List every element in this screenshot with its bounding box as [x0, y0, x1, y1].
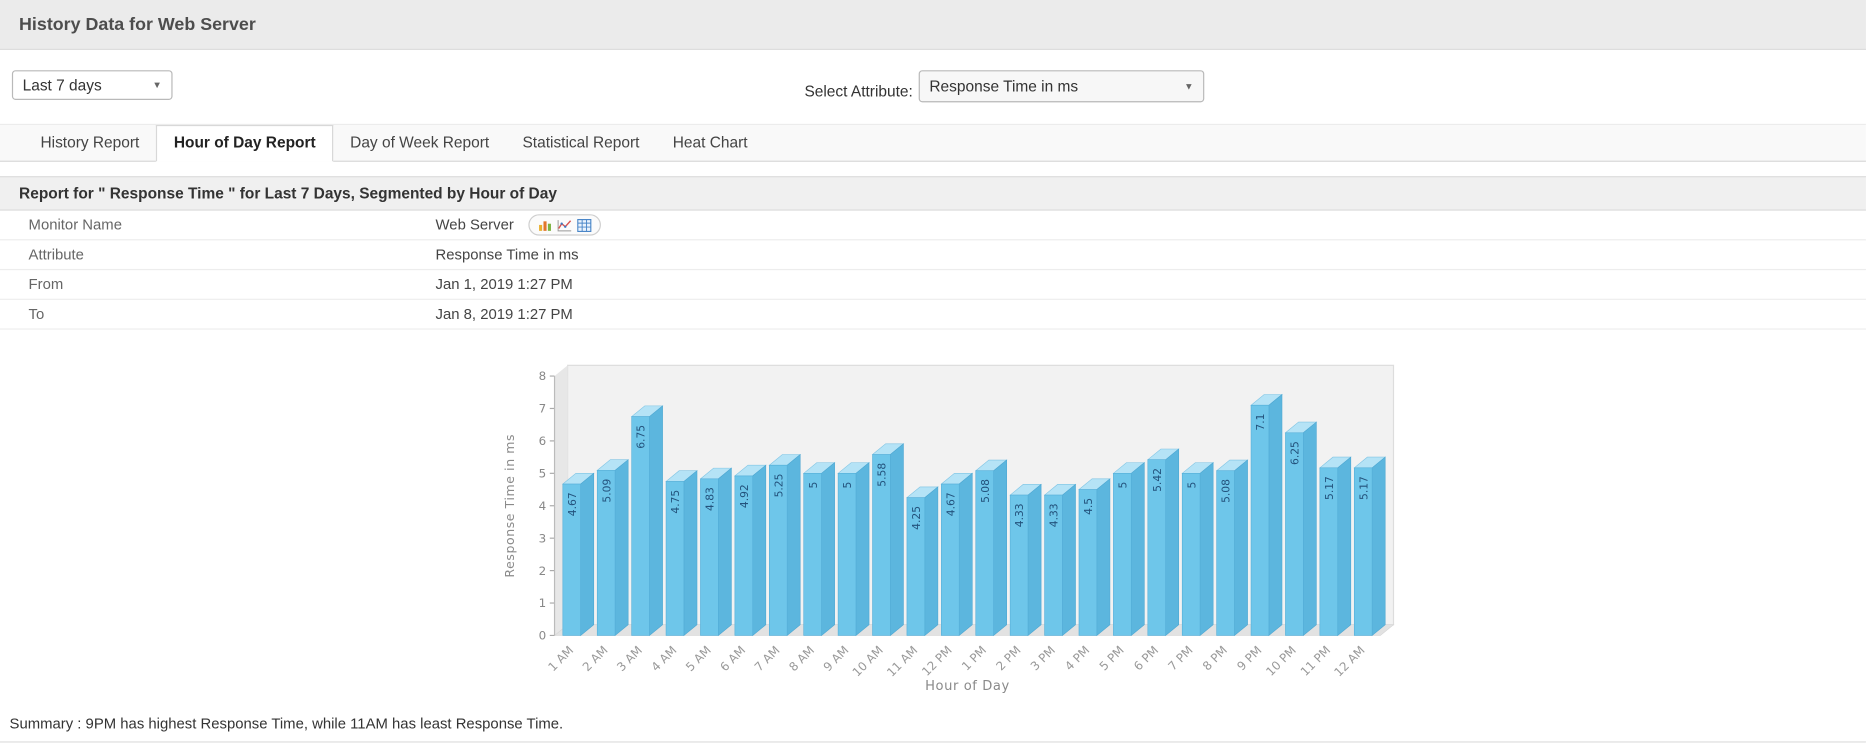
svg-text:8: 8	[539, 369, 547, 383]
tab-history-report[interactable]: History Report	[40, 133, 140, 152]
period-select[interactable]: Last 7 days ▼	[11, 70, 173, 100]
table-row: Attribute Response Time in ms	[0, 240, 1866, 271]
bar-chart-icon[interactable]	[538, 218, 552, 231]
page-title: History Data for Web Server	[19, 14, 256, 35]
svg-text:6.25: 6.25	[1289, 441, 1302, 465]
svg-text:4.67: 4.67	[566, 492, 579, 516]
hour-of-day-chart: 0 1 2 3 4 5 6 7 8 4.67 1 AM 5.09 2 AM 6.75 3 AM 4.75 4 A…	[500, 355, 1440, 708]
svg-text:5.08: 5.08	[1220, 479, 1233, 503]
svg-text:Response Time in ms: Response Time in ms	[502, 434, 517, 578]
chart-links	[528, 214, 601, 236]
svg-text:6: 6	[539, 434, 547, 448]
svg-text:12 AM: 12 AM	[1331, 643, 1367, 679]
svg-text:4.33: 4.33	[1013, 503, 1026, 527]
svg-text:5.17: 5.17	[1357, 476, 1370, 500]
row-label: Monitor Name	[28, 216, 122, 234]
chevron-down-icon: ▼	[152, 79, 162, 91]
svg-text:4: 4	[539, 499, 547, 513]
svg-text:2 PM: 2 PM	[993, 643, 1023, 673]
svg-text:5 PM: 5 PM	[1097, 643, 1127, 673]
svg-text:5.25: 5.25	[772, 474, 785, 498]
bar-chart-3d: 0 1 2 3 4 5 6 7 8 4.67 1 AM 5.09 2 AM 6.75 3 AM 4.75 4 A…	[502, 364, 1395, 694]
svg-text:5: 5	[1116, 482, 1129, 489]
tab-statistical-report[interactable]: Statistical Report	[522, 133, 640, 152]
attribute-label: Select Attribute:	[804, 82, 913, 100]
svg-text:2 AM: 2 AM	[580, 643, 611, 674]
svg-text:9 AM: 9 AM	[821, 643, 852, 674]
svg-text:5: 5	[807, 482, 820, 489]
svg-text:7 PM: 7 PM	[1165, 643, 1195, 673]
report-title: Report for " Response Time " for Last 7 …	[0, 176, 1866, 211]
svg-text:4.33: 4.33	[1048, 503, 1061, 527]
tab-hour-of-day-report[interactable]: Hour of Day Report	[155, 124, 334, 162]
row-value: Web Server	[435, 214, 601, 236]
bottom-divider	[0, 741, 1866, 743]
svg-text:12 PM: 12 PM	[919, 643, 955, 679]
table-row: Monitor Name Web Server	[0, 211, 1866, 241]
tab-bar: History Report Hour of Day Report Day of…	[0, 123, 1866, 162]
monitor-name-value: Web Server	[435, 216, 514, 234]
svg-text:4.75: 4.75	[669, 490, 682, 514]
svg-text:10 PM: 10 PM	[1263, 643, 1299, 679]
chevron-down-icon: ▼	[1184, 80, 1194, 92]
controls-row: Last 7 days ▼ Select Attribute: Response…	[0, 49, 1866, 124]
svg-text:7 AM: 7 AM	[752, 643, 783, 674]
svg-text:5 AM: 5 AM	[683, 643, 714, 674]
svg-text:6.75: 6.75	[635, 425, 648, 449]
page-header: History Data for Web Server	[0, 0, 1866, 50]
svg-text:7: 7	[539, 402, 547, 416]
svg-text:6 PM: 6 PM	[1131, 643, 1161, 673]
svg-text:4.92: 4.92	[738, 484, 751, 508]
svg-text:5.58: 5.58	[876, 463, 889, 487]
svg-text:0: 0	[539, 629, 547, 643]
svg-text:7.1: 7.1	[1254, 414, 1267, 431]
table-row: To Jan 8, 2019 1:27 PM	[0, 300, 1866, 330]
summary-text: Summary : 9PM has highest Response Time,…	[9, 715, 564, 732]
table-row: From Jan 1, 2019 1:27 PM	[0, 270, 1866, 300]
svg-text:5.42: 5.42	[1151, 468, 1164, 492]
svg-text:Hour of Day: Hour of Day	[925, 679, 1010, 694]
svg-text:1 PM: 1 PM	[959, 643, 989, 673]
row-value: Response Time in ms	[435, 246, 579, 263]
report-table: Monitor Name Web Server Attribute Respon…	[0, 211, 1866, 330]
svg-text:6 AM: 6 AM	[717, 643, 748, 674]
svg-text:11 PM: 11 PM	[1298, 643, 1334, 679]
row-label: Attribute	[28, 246, 84, 263]
svg-text:3 PM: 3 PM	[1028, 643, 1058, 673]
svg-text:4.83: 4.83	[704, 487, 717, 511]
tab-heat-chart[interactable]: Heat Chart	[672, 133, 748, 152]
svg-text:10 AM: 10 AM	[850, 643, 886, 679]
svg-text:8 AM: 8 AM	[786, 643, 817, 674]
svg-text:4 AM: 4 AM	[649, 643, 680, 674]
svg-text:2: 2	[539, 564, 547, 578]
table-icon[interactable]	[576, 218, 592, 232]
row-label: To	[28, 305, 45, 323]
svg-text:3: 3	[539, 531, 547, 545]
svg-text:4.25: 4.25	[910, 506, 923, 530]
attribute-select[interactable]: Response Time in ms ▼	[918, 70, 1205, 103]
row-label: From	[28, 276, 64, 293]
tab-day-of-week-report[interactable]: Day of Week Report	[350, 133, 490, 152]
svg-text:5.09: 5.09	[600, 479, 613, 503]
svg-text:1 AM: 1 AM	[545, 643, 576, 674]
svg-text:9 PM: 9 PM	[1234, 643, 1264, 673]
svg-text:5: 5	[539, 466, 547, 480]
row-value: Jan 1, 2019 1:27 PM	[435, 276, 573, 293]
svg-text:11 AM: 11 AM	[884, 643, 920, 679]
svg-text:5.17: 5.17	[1323, 476, 1336, 500]
svg-text:5: 5	[841, 482, 854, 489]
svg-text:4.67: 4.67	[944, 492, 957, 516]
svg-text:5: 5	[1185, 482, 1198, 489]
svg-text:8 PM: 8 PM	[1200, 643, 1230, 673]
line-chart-icon[interactable]	[557, 218, 572, 231]
attribute-select-value: Response Time in ms	[929, 77, 1079, 96]
period-select-value: Last 7 days	[22, 76, 102, 95]
svg-text:4 PM: 4 PM	[1062, 643, 1092, 673]
row-value: Jan 8, 2019 1:27 PM	[435, 305, 573, 323]
svg-text:4.5: 4.5	[1082, 498, 1095, 515]
svg-text:5.08: 5.08	[979, 479, 992, 503]
svg-text:1: 1	[539, 596, 547, 610]
svg-text:3 AM: 3 AM	[614, 643, 645, 674]
